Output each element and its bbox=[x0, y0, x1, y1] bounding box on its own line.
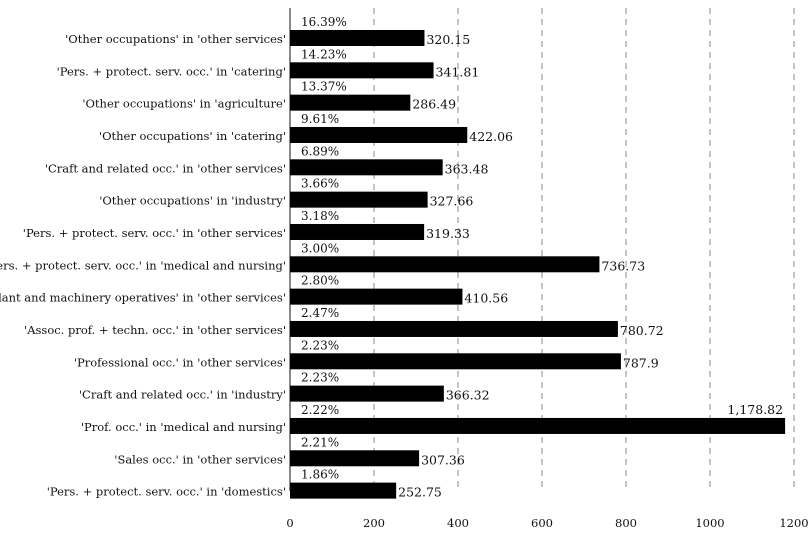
value-label: 1,178.82 bbox=[727, 402, 783, 417]
category-label: 'Assoc. prof. + techn. occ.' in 'other s… bbox=[24, 323, 286, 337]
percent-label: 3.00% bbox=[301, 241, 339, 255]
x-tick-label: 800 bbox=[615, 516, 637, 530]
gridlines bbox=[373, 8, 795, 491]
value-label: 307.36 bbox=[421, 452, 465, 467]
category-label: 'Other occupations' in 'catering' bbox=[99, 129, 286, 143]
percent-label: 16.39% bbox=[301, 15, 347, 29]
category-label: 'Other occupations' in 'industry' bbox=[99, 194, 286, 208]
percent-label: 2.23% bbox=[301, 338, 339, 352]
category-label: 'Sales occ.' in 'other services' bbox=[114, 452, 286, 466]
category-label: 'Pers. + protect. serv. occ.' in 'domest… bbox=[47, 485, 286, 499]
value-label: 363.48 bbox=[445, 161, 489, 176]
category-labels: 'Other occupations' in 'other services' '… bbox=[0, 32, 286, 499]
percent-labels: 16.39% 14.23% 13.37% 9.61% 6.89% 3.66% 3.18% 3.… bbox=[301, 15, 347, 482]
bar bbox=[290, 417, 786, 434]
category-label: 'Pers. + protect. serv. occ.' in 'other … bbox=[23, 226, 286, 240]
x-axis: 0 200 400 600 800 1000 1200 bbox=[286, 8, 809, 530]
percent-label: 2.21% bbox=[301, 435, 339, 449]
percent-label: 2.23% bbox=[301, 371, 339, 385]
bar bbox=[290, 94, 411, 111]
percent-label: 13.37% bbox=[301, 80, 347, 94]
category-label: 'Craft and related occ.' in 'other servi… bbox=[45, 161, 286, 175]
category-label: 'Other occupations' in 'agriculture' bbox=[82, 97, 286, 111]
value-label: 319.33 bbox=[426, 226, 470, 241]
bar bbox=[290, 159, 443, 176]
value-label: 780.72 bbox=[620, 323, 664, 338]
category-label: 'Other occupations' in 'other services' bbox=[65, 32, 286, 46]
percent-label: 1.86% bbox=[301, 468, 339, 482]
value-label: 341.81 bbox=[436, 64, 480, 79]
bar bbox=[290, 223, 425, 240]
bar bbox=[290, 62, 434, 79]
value-label: 252.75 bbox=[398, 485, 442, 500]
category-label: 'Prof. occ.' in 'medical and nursing' bbox=[81, 420, 286, 434]
value-label: 320.15 bbox=[426, 32, 470, 47]
bar bbox=[290, 450, 420, 467]
value-label: 410.56 bbox=[464, 291, 508, 306]
percent-label: 2.47% bbox=[301, 306, 339, 320]
category-label: 'Craft and related occ.' in 'industry' bbox=[79, 388, 286, 402]
percent-label: 3.66% bbox=[301, 177, 339, 191]
percent-label: 2.80% bbox=[301, 274, 339, 288]
bar bbox=[290, 191, 428, 208]
bars bbox=[290, 30, 786, 499]
bar bbox=[290, 256, 600, 273]
x-tick-label: 1200 bbox=[779, 516, 808, 530]
bar bbox=[290, 288, 463, 305]
value-labels: 320.15 341.81 286.49 422.06 363.48 327.66 319.… bbox=[398, 32, 783, 500]
category-label: 'Plant and machinery operatives' in 'oth… bbox=[0, 291, 286, 305]
bar bbox=[290, 482, 397, 499]
x-tick-label: 400 bbox=[447, 516, 469, 530]
percent-label: 9.61% bbox=[301, 112, 339, 126]
percent-label: 6.89% bbox=[301, 144, 339, 158]
x-tick-label: 200 bbox=[363, 516, 385, 530]
x-tick-label: 600 bbox=[531, 516, 553, 530]
percent-label: 3.18% bbox=[301, 209, 339, 223]
category-label: 'Professional occ.' in 'other services' bbox=[74, 355, 286, 369]
value-label: 366.32 bbox=[446, 388, 490, 403]
value-label: 422.06 bbox=[469, 129, 513, 144]
x-tick-label: 1000 bbox=[695, 516, 724, 530]
value-label: 736.73 bbox=[601, 258, 645, 273]
value-label: 327.66 bbox=[430, 194, 474, 209]
value-label: 787.9 bbox=[623, 355, 659, 370]
percent-label: 14.23% bbox=[301, 47, 347, 61]
percent-label: 2.22% bbox=[301, 403, 339, 417]
category-label: 'Pers. + protect. serv. occ.' in 'cateri… bbox=[57, 64, 286, 78]
bar bbox=[290, 385, 444, 402]
bar bbox=[290, 30, 425, 46]
bar bbox=[290, 320, 618, 337]
bar bbox=[290, 353, 621, 370]
bar bbox=[290, 126, 468, 143]
value-label: 286.49 bbox=[412, 97, 456, 112]
x-tick-label: 0 bbox=[286, 516, 293, 530]
category-label: 'Pers. + protect. serv. occ.' in 'medica… bbox=[0, 258, 286, 272]
